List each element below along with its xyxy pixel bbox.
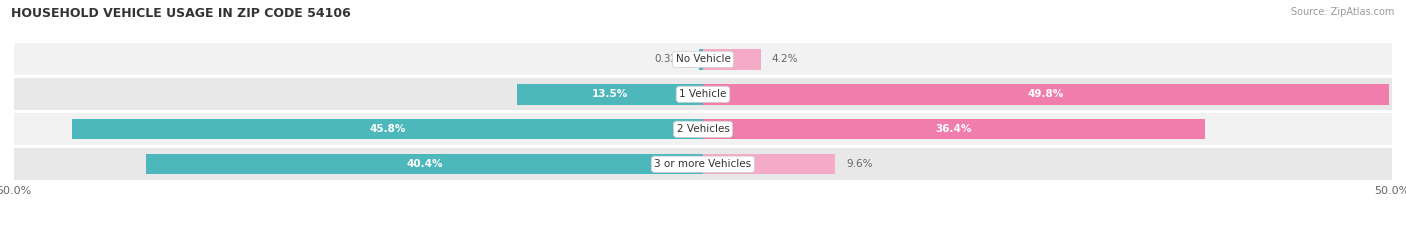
Text: 1 Vehicle: 1 Vehicle bbox=[679, 89, 727, 99]
Bar bbox=[14, 78, 1392, 110]
Text: 36.4%: 36.4% bbox=[935, 124, 972, 134]
Text: 9.6%: 9.6% bbox=[846, 159, 873, 169]
Text: HOUSEHOLD VEHICLE USAGE IN ZIP CODE 54106: HOUSEHOLD VEHICLE USAGE IN ZIP CODE 5410… bbox=[11, 7, 352, 20]
Bar bbox=[146, 154, 703, 174]
Text: 49.8%: 49.8% bbox=[1028, 89, 1064, 99]
Bar bbox=[703, 84, 1389, 105]
Bar bbox=[14, 148, 1392, 180]
Bar bbox=[699, 49, 703, 69]
Bar bbox=[72, 119, 703, 139]
Text: Source: ZipAtlas.com: Source: ZipAtlas.com bbox=[1291, 7, 1395, 17]
Bar bbox=[517, 84, 703, 105]
Bar bbox=[703, 49, 761, 69]
Text: 3 or more Vehicles: 3 or more Vehicles bbox=[654, 159, 752, 169]
Bar bbox=[14, 113, 1392, 145]
Text: 40.4%: 40.4% bbox=[406, 159, 443, 169]
Bar bbox=[703, 119, 1205, 139]
Text: 0.32%: 0.32% bbox=[655, 55, 688, 64]
Bar bbox=[703, 154, 835, 174]
Text: 4.2%: 4.2% bbox=[772, 55, 799, 64]
Text: 45.8%: 45.8% bbox=[370, 124, 406, 134]
Text: 13.5%: 13.5% bbox=[592, 89, 628, 99]
Text: No Vehicle: No Vehicle bbox=[675, 55, 731, 64]
Bar bbox=[14, 43, 1392, 75]
Text: 2 Vehicles: 2 Vehicles bbox=[676, 124, 730, 134]
